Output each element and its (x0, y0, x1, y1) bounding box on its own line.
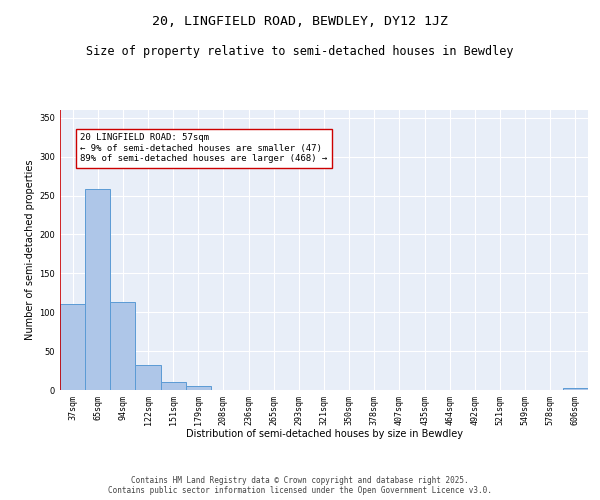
Text: Contains HM Land Registry data © Crown copyright and database right 2025.
Contai: Contains HM Land Registry data © Crown c… (108, 476, 492, 495)
Bar (85, 190, 110, 390)
Bar (563, 388, 588, 390)
Bar (60, 304, 85, 390)
Y-axis label: Number of semi-detached properties: Number of semi-detached properties (25, 160, 35, 340)
Text: 20, LINGFIELD ROAD, BEWDLEY, DY12 1JZ: 20, LINGFIELD ROAD, BEWDLEY, DY12 1JZ (152, 15, 448, 28)
Bar (186, 386, 211, 390)
Bar (136, 365, 161, 390)
Text: 20 LINGFIELD ROAD: 57sqm
← 9% of semi-detached houses are smaller (47)
89% of se: 20 LINGFIELD ROAD: 57sqm ← 9% of semi-de… (80, 134, 328, 163)
Text: Size of property relative to semi-detached houses in Bewdley: Size of property relative to semi-detach… (86, 45, 514, 58)
Bar (161, 382, 186, 390)
Bar (110, 302, 136, 390)
X-axis label: Distribution of semi-detached houses by size in Bewdley: Distribution of semi-detached houses by … (185, 429, 463, 439)
